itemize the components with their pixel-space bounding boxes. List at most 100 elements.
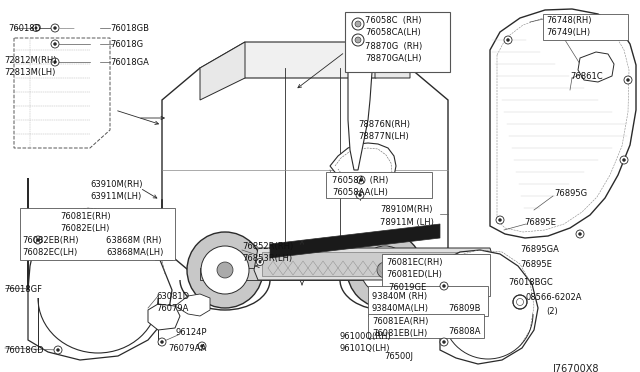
Text: 76895E: 76895E <box>524 218 556 227</box>
Circle shape <box>360 179 362 182</box>
Text: 96100Q(RH): 96100Q(RH) <box>340 332 392 341</box>
Polygon shape <box>175 294 210 316</box>
Text: 93840MA(LH): 93840MA(LH) <box>372 304 429 313</box>
Circle shape <box>51 24 59 32</box>
Text: 76809B: 76809B <box>448 304 481 313</box>
Text: 76018GA: 76018GA <box>110 58 149 67</box>
Text: 78870GA(LH): 78870GA(LH) <box>365 54 422 63</box>
Circle shape <box>442 285 445 288</box>
Polygon shape <box>14 38 110 148</box>
Text: 76058AA(LH): 76058AA(LH) <box>332 188 388 197</box>
Circle shape <box>217 262 233 278</box>
Circle shape <box>496 216 504 224</box>
Bar <box>368 286 488 316</box>
Circle shape <box>187 232 263 308</box>
Text: ——: —— <box>59 24 76 33</box>
Circle shape <box>624 76 632 84</box>
Text: 72812M(RH): 72812M(RH) <box>4 56 56 65</box>
Text: 63081D: 63081D <box>156 292 189 301</box>
Circle shape <box>257 259 264 266</box>
Text: 63868MA(LH): 63868MA(LH) <box>106 248 163 257</box>
Bar <box>543 14 628 40</box>
Text: 76082EC(LH): 76082EC(LH) <box>22 248 77 257</box>
Circle shape <box>440 338 448 346</box>
Circle shape <box>355 37 361 43</box>
Text: 76749(LH): 76749(LH) <box>546 28 590 37</box>
Circle shape <box>161 340 163 343</box>
Circle shape <box>576 230 584 238</box>
Circle shape <box>579 232 582 235</box>
Text: 08566-6202A: 08566-6202A <box>526 293 582 302</box>
Circle shape <box>357 176 365 184</box>
Polygon shape <box>28 178 172 360</box>
Text: (2): (2) <box>546 307 557 316</box>
Polygon shape <box>330 143 396 189</box>
Text: 76018G: 76018G <box>110 40 143 49</box>
Text: 76082E(LH): 76082E(LH) <box>60 224 109 233</box>
Text: 63911M(LH): 63911M(LH) <box>90 192 141 201</box>
Circle shape <box>440 282 448 290</box>
Text: 76018GD: 76018GD <box>4 346 44 355</box>
Circle shape <box>513 295 527 309</box>
Text: 76500J: 76500J <box>384 352 413 361</box>
Text: 96124P: 96124P <box>176 328 207 337</box>
Text: 76081EC(RH): 76081EC(RH) <box>386 258 442 267</box>
Text: 76861C: 76861C <box>570 72 603 81</box>
Text: 76748(RH): 76748(RH) <box>546 16 591 25</box>
Polygon shape <box>440 250 538 364</box>
Text: 76808A: 76808A <box>448 327 481 336</box>
Text: 76079AA: 76079AA <box>168 344 206 353</box>
Circle shape <box>35 27 37 29</box>
Text: 76081EB(LH): 76081EB(LH) <box>372 329 428 338</box>
Circle shape <box>620 156 628 164</box>
Circle shape <box>506 38 509 42</box>
Circle shape <box>352 18 364 30</box>
Polygon shape <box>148 304 180 330</box>
Polygon shape <box>200 42 410 78</box>
Text: 96101Q(LH): 96101Q(LH) <box>340 344 390 353</box>
Text: 76058CA(LH): 76058CA(LH) <box>365 28 420 37</box>
Bar <box>20 208 175 260</box>
Circle shape <box>504 36 512 44</box>
Circle shape <box>377 262 393 278</box>
Text: 76081E(RH): 76081E(RH) <box>60 212 111 221</box>
Circle shape <box>355 21 361 27</box>
Text: 76058C  (RH): 76058C (RH) <box>365 16 422 25</box>
Polygon shape <box>270 224 440 258</box>
Circle shape <box>51 58 59 66</box>
Circle shape <box>499 218 502 221</box>
Text: 78870G  (RH): 78870G (RH) <box>365 42 422 51</box>
Bar <box>262 252 486 276</box>
Circle shape <box>36 238 40 241</box>
Circle shape <box>54 61 56 64</box>
Circle shape <box>201 246 249 294</box>
Text: 76081EA(RH): 76081EA(RH) <box>372 317 428 326</box>
Bar <box>326 172 432 198</box>
Bar <box>368 314 484 338</box>
Text: 76018GF: 76018GF <box>4 285 42 294</box>
Text: 76018D: 76018D <box>8 24 41 33</box>
Text: 76018GB: 76018GB <box>110 24 149 33</box>
Text: 63868M (RH): 63868M (RH) <box>106 236 161 245</box>
Text: 76018BGC: 76018BGC <box>508 278 553 287</box>
Text: 63910M(RH): 63910M(RH) <box>90 180 143 189</box>
Text: J76700X8: J76700X8 <box>552 364 598 372</box>
Text: 93840M (RH): 93840M (RH) <box>372 292 427 301</box>
Circle shape <box>158 338 166 346</box>
Circle shape <box>352 34 364 46</box>
Circle shape <box>356 191 364 199</box>
Text: 76082EB(RH): 76082EB(RH) <box>22 236 79 245</box>
Circle shape <box>259 261 261 263</box>
Text: 76079A: 76079A <box>156 304 188 313</box>
Circle shape <box>54 26 56 29</box>
Circle shape <box>442 340 445 343</box>
Circle shape <box>627 78 630 81</box>
Text: 76895E: 76895E <box>520 260 552 269</box>
Text: 76081ED(LH): 76081ED(LH) <box>386 270 442 279</box>
Polygon shape <box>200 268 410 280</box>
Text: 78910M(RH): 78910M(RH) <box>380 205 433 214</box>
Circle shape <box>361 246 409 294</box>
Text: 76895GA: 76895GA <box>520 245 559 254</box>
Text: 76019GE: 76019GE <box>388 283 426 292</box>
Text: 78876N(RH): 78876N(RH) <box>358 120 410 129</box>
